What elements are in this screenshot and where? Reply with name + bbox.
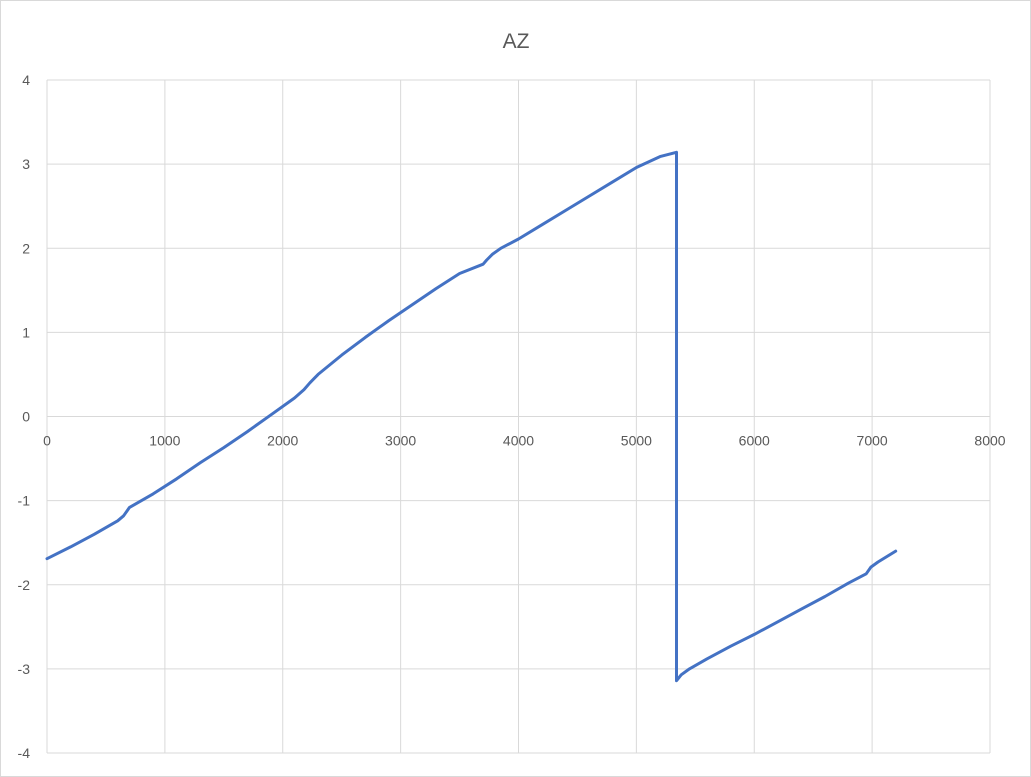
x-axis-tick-labels: 0 1000 2000 3000 4000 5000 6000 7000 8000 [43, 433, 1006, 449]
x-tick-label: 3000 [385, 433, 416, 449]
y-tick-label: -2 [18, 577, 31, 593]
x-tick-label: 4000 [503, 433, 534, 449]
y-tick-label: 2 [22, 240, 30, 256]
y-tick-label: 4 [22, 72, 30, 88]
x-tick-label: 6000 [739, 433, 770, 449]
series-layer [45, 150, 898, 683]
x-tick-label: 5000 [621, 433, 652, 449]
y-tick-label: -3 [18, 661, 31, 677]
x-tick-label: 7000 [857, 433, 888, 449]
x-tick-label: 8000 [974, 433, 1005, 449]
x-tick-label: 2000 [267, 433, 298, 449]
y-tick-label: -1 [18, 493, 31, 509]
y-tick-label: 1 [22, 324, 30, 340]
x-tick-label: 1000 [149, 433, 180, 449]
chart-title: AZ [503, 30, 530, 53]
series-line [45, 150, 898, 683]
horizontal-gridlines [47, 79, 990, 754]
y-tick-label: 0 [22, 409, 30, 425]
x-tick-label: 0 [43, 433, 51, 449]
y-tick-label: 3 [22, 156, 30, 172]
y-axis-tick-labels: 4 3 2 1 0 -1 -2 -3 -4 [18, 72, 31, 761]
y-tick-label: -4 [18, 745, 31, 761]
